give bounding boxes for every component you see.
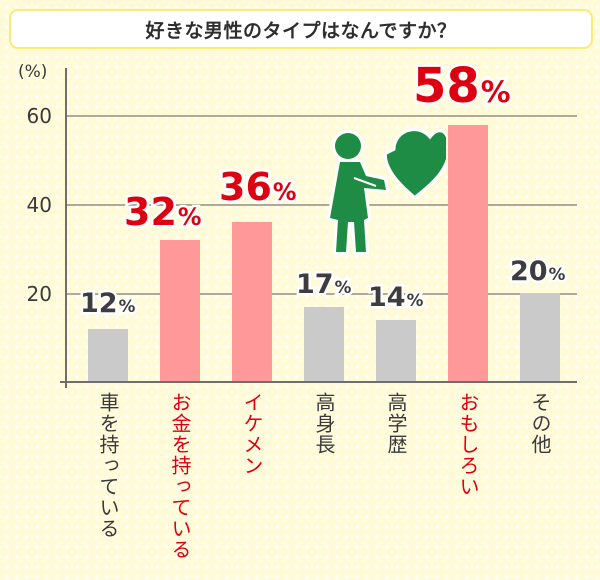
y-tick-40: 40 [26, 193, 52, 217]
x-axis [60, 381, 577, 383]
bar-car [88, 329, 128, 382]
value-label-other: 20% [508, 254, 568, 290]
bar-other [520, 293, 560, 382]
y-tick-20: 20 [26, 282, 52, 306]
category-label-tall: 高身長 [312, 392, 336, 455]
y-axis-unit-label: (%) [18, 62, 48, 82]
bar-funny [448, 125, 488, 382]
value-label-tall: 17% [294, 267, 354, 303]
category-label-money: お金を持っている [168, 392, 192, 560]
bar-tall [304, 307, 344, 382]
y-axis [65, 68, 67, 388]
category-label-funny: おもしろい [456, 392, 480, 497]
y-tick-60: 60 [26, 104, 52, 128]
gridline-20 [67, 293, 577, 295]
category-label-other: その他 [528, 392, 552, 455]
value-label-handsome: 36% [217, 163, 299, 212]
category-label-educated: 高学歴 [384, 392, 408, 455]
bar-handsome [232, 222, 272, 382]
bar-educated [376, 320, 416, 382]
chart-title: 好きな男性のタイプはなんですか？ [145, 19, 457, 42]
woman-holding-heart-icon [326, 120, 451, 256]
value-label-car: 12% [78, 286, 138, 322]
category-label-handsome: イケメン [240, 392, 264, 476]
gridline-60 [67, 115, 577, 117]
category-label-car: 車を持っている [96, 392, 120, 539]
bar-money [160, 240, 200, 382]
value-label-educated: 14% [366, 280, 426, 316]
value-label-money: 32% [122, 188, 204, 237]
value-label-funny: 58% [411, 56, 514, 117]
gridline-40 [67, 204, 577, 206]
chart-title-box: 好きな男性のタイプはなんですか？ [9, 9, 593, 49]
